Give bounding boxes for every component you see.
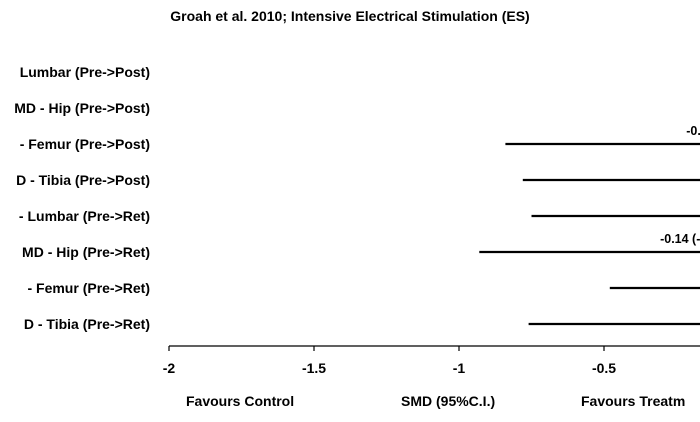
- forest-row: - Lumbar (Pre->Ret)0.04 (-0.75,0.83): [19, 208, 700, 224]
- row-label: D - Tibia (Pre->Ret): [24, 316, 150, 332]
- favours-control-label: Favours Control: [186, 393, 294, 409]
- forest-row: D - Tibia (Pre->Ret)0.03 (-0.76,0.82): [24, 316, 700, 332]
- x-axis-label: SMD (95%C.I.): [401, 393, 495, 409]
- estimate-label: -0.14 (-0.93,0.65): [660, 232, 700, 246]
- x-tick-label: -2: [163, 360, 176, 376]
- chart-title: Groah et al. 2010; Intensive Electrical …: [170, 8, 530, 24]
- row-label: - Femur (Pre->Post): [20, 136, 150, 152]
- row-label: MD - Hip (Pre->Post): [14, 100, 150, 116]
- row-label: - Lumbar (Pre->Ret): [19, 208, 150, 224]
- x-tick-label: -1.5: [302, 360, 326, 376]
- forest-row: MD - Hip (Pre->Ret) -0.14 (-0.93,0.65): [22, 232, 700, 260]
- x-tick-label: -0.5: [592, 360, 616, 376]
- forest-row: Lumbar (Pre->Post)0.67 (-0.15,1.48): [20, 64, 150, 80]
- estimate-label: -0.05 (-0.84,0.74): [686, 124, 700, 138]
- favours-treatment-label: Favours Treatm: [581, 393, 685, 409]
- forest-row: MD - Hip (Pre->Post)0.87 (0.04,1.70): [14, 100, 150, 116]
- row-label: Lumbar (Pre->Post): [20, 64, 150, 80]
- forest-row: - Femur (Pre->Ret)0.31 (-0.48,1.11): [27, 280, 700, 296]
- row-label: MD - Hip (Pre->Ret): [22, 244, 150, 260]
- row-label: D - Tibia (Pre->Post): [16, 172, 150, 188]
- forest-row: - Femur (Pre->Post) -0.05 (-0.84,0.74): [20, 124, 700, 152]
- x-tick-label: -1: [453, 360, 466, 376]
- row-label: - Femur (Pre->Ret): [27, 280, 150, 296]
- forest-row: D - Tibia (Pre->Post)0.01 (-0.78,0.80): [16, 172, 700, 188]
